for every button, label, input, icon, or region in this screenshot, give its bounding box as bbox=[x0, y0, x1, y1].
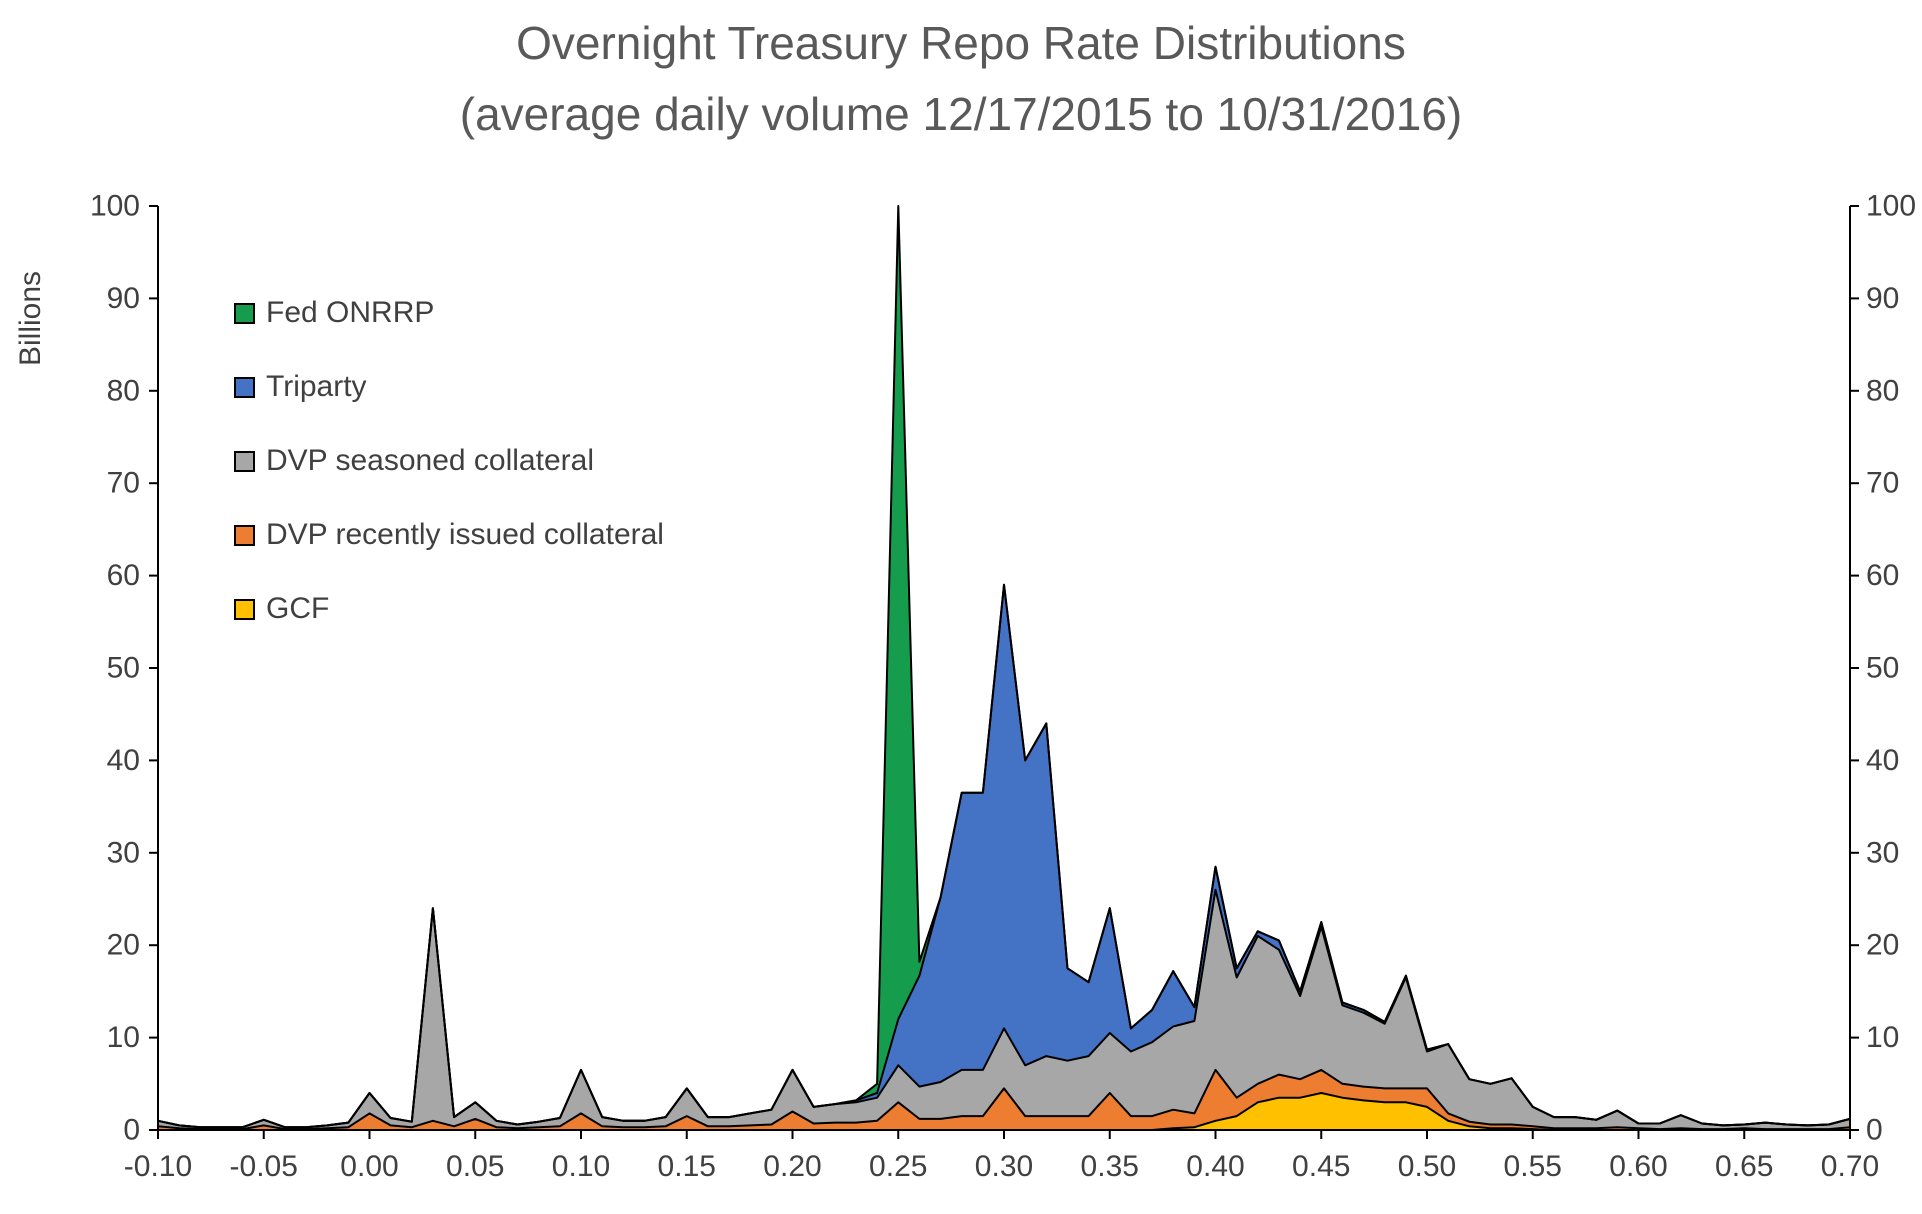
legend: Fed ONRRP Triparty DVP seasoned collateral… bbox=[234, 296, 664, 626]
x-axis-tick-label: 0.15 bbox=[658, 1150, 716, 1183]
y-axis-tick-label-left: 70 bbox=[107, 467, 140, 500]
legend-swatch-dvp-seasoned bbox=[234, 450, 255, 472]
area-dvp-recent bbox=[158, 1069, 1850, 1130]
legend-swatch-fed-onrrp bbox=[234, 302, 255, 324]
x-axis-tick-label: 0.20 bbox=[763, 1150, 821, 1183]
area-outline-fed-onrrp bbox=[157, 205, 1851, 1129]
legend-label-fed-onrrp: Fed ONRRP bbox=[266, 296, 435, 329]
area-gcf bbox=[158, 1093, 1850, 1130]
legend-label-gcf: GCF bbox=[266, 592, 330, 625]
chart-title-line2: (average daily volume 12/17/2015 to 10/3… bbox=[459, 88, 1463, 141]
area-outline-dvp-recent bbox=[157, 1068, 1851, 1131]
x-axis-tick-label: 0.40 bbox=[1186, 1150, 1244, 1183]
legend-swatch-gcf bbox=[234, 598, 255, 620]
legend-label-dvp-recent: DVP recently issued collateral bbox=[266, 518, 664, 551]
y-axis-tick-label-left: 100 bbox=[90, 190, 140, 223]
y-axis-tick-label-right: 70 bbox=[1866, 467, 1899, 500]
x-axis-tick-label: 0.25 bbox=[869, 1150, 927, 1183]
x-axis-tick-label: 0.55 bbox=[1504, 1150, 1562, 1183]
y-axis-tick-label-right: 60 bbox=[1866, 559, 1899, 592]
chart-title: Overnight Treasury Repo Rate Distributio… bbox=[0, 8, 1922, 151]
y-axis-tick-label-right: 30 bbox=[1866, 836, 1899, 869]
x-axis-tick-label: 0.30 bbox=[975, 1150, 1033, 1183]
y-axis-tick-label-left: 80 bbox=[107, 374, 140, 407]
y-axis-tick-label-left: 30 bbox=[107, 836, 140, 869]
y-axis-tick-label-right: 10 bbox=[1866, 1021, 1899, 1054]
x-axis-tick-label: 0.60 bbox=[1609, 1150, 1667, 1183]
y-axis-tick-label-left: 60 bbox=[107, 559, 140, 592]
y-axis-tick-label-left: 90 bbox=[107, 282, 140, 315]
y-axis-tick-label-right: 50 bbox=[1866, 652, 1899, 685]
x-axis-tick-label: 0.45 bbox=[1292, 1150, 1350, 1183]
legend-item-dvp-recent: DVP recently issued collateral bbox=[234, 518, 664, 552]
x-axis-tick-label: 0.65 bbox=[1715, 1150, 1773, 1183]
y-axis-tick-label-left: 0 bbox=[123, 1114, 140, 1147]
y-axis-tick-label-left: 20 bbox=[107, 929, 140, 962]
area-triparty bbox=[158, 584, 1850, 1128]
legend-item-dvp-seasoned: DVP seasoned collateral bbox=[234, 444, 664, 478]
x-axis-tick-label: -0.05 bbox=[230, 1150, 298, 1183]
x-axis-tick-label: 0.00 bbox=[340, 1150, 398, 1183]
legend-item-triparty: Triparty bbox=[234, 370, 664, 404]
x-axis-tick-label: 0.10 bbox=[552, 1150, 610, 1183]
legend-label-dvp-seasoned: DVP seasoned collateral bbox=[266, 444, 594, 477]
y-axis-tick-label-right: 0 bbox=[1866, 1114, 1883, 1147]
x-axis-tick-label: 0.70 bbox=[1821, 1150, 1879, 1183]
y-axis-tick-label-left: 50 bbox=[107, 652, 140, 685]
y-axis-tick-label-right: 20 bbox=[1866, 929, 1899, 962]
x-axis-tick-label: 0.50 bbox=[1398, 1150, 1456, 1183]
chart-title-line1: Overnight Treasury Repo Rate Distributio… bbox=[516, 17, 1406, 69]
x-axis-tick-label: 0.35 bbox=[1081, 1150, 1139, 1183]
legend-label-triparty: Triparty bbox=[266, 370, 367, 403]
legend-item-gcf: GCF bbox=[234, 592, 664, 626]
legend-item-fed-onrrp: Fed ONRRP bbox=[234, 296, 664, 330]
legend-swatch-triparty bbox=[234, 376, 255, 398]
area-dvp-seasoned bbox=[158, 889, 1850, 1130]
y-axis-tick-label-right: 90 bbox=[1866, 282, 1899, 315]
x-axis-tick-label: -0.10 bbox=[124, 1150, 192, 1183]
y-axis-tick-label-left: 10 bbox=[107, 1021, 140, 1054]
y-axis-tick-label-right: 100 bbox=[1866, 190, 1916, 223]
y-axis-tick-label-right: 40 bbox=[1866, 744, 1899, 777]
y-axis-tick-label-left: 40 bbox=[107, 744, 140, 777]
legend-swatch-dvp-recent bbox=[234, 524, 255, 546]
x-axis-tick-label: 0.05 bbox=[446, 1150, 504, 1183]
y-axis-tick-label-right: 80 bbox=[1866, 374, 1899, 407]
